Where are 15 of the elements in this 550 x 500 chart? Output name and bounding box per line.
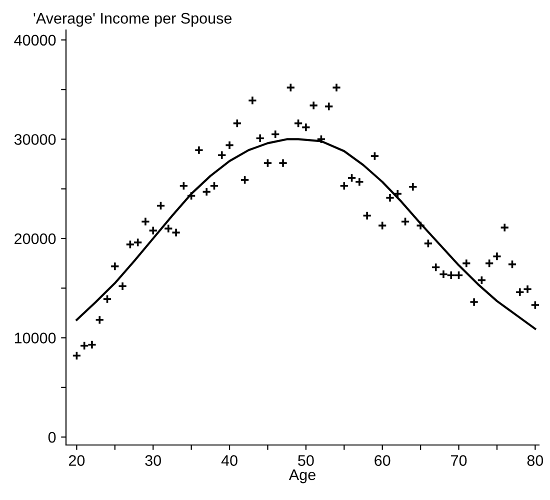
y-tick-label: 20000 [14,233,56,244]
x-tick-label: 40 [221,455,238,466]
x-tick-label: 50 [298,455,314,466]
y-tick-label: 0 [48,432,56,443]
y-tick-label: 10000 [14,332,56,344]
chart-title: 'Average' Income per Spouse [34,12,232,27]
x-axis-title: Age [288,470,316,484]
x-tick-label: 70 [451,455,467,466]
x-tick-label: 60 [374,455,390,466]
x-tick-label: 80 [527,455,544,466]
x-tick-label: 30 [145,455,162,466]
y-tick-label: 40000 [14,34,56,46]
line-series [76,138,536,330]
x-tick-label: 20 [68,455,85,466]
y-tick-label: 30000 [14,134,56,145]
